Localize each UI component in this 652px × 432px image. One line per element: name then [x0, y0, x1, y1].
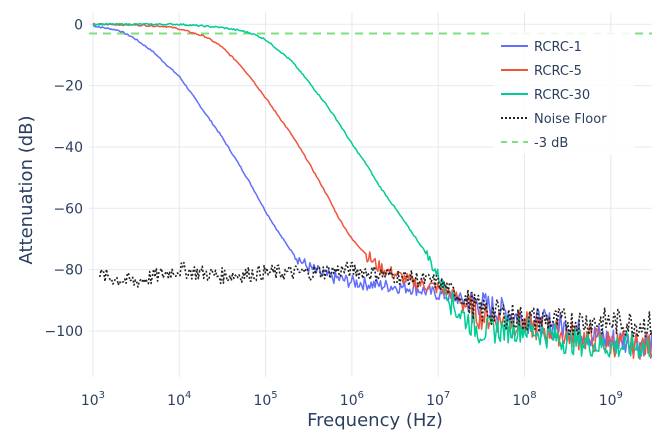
legend-label-rcrc-30: RCRC-30 — [534, 88, 590, 103]
y-tick-label-3: −60 — [53, 201, 83, 217]
legend-label-rcrc-5: RCRC-5 — [534, 64, 582, 79]
x-tick-label-1: 104 — [167, 390, 191, 409]
x-tick-label-4: 107 — [426, 390, 450, 409]
y-tick-label-5: −100 — [45, 324, 83, 340]
series-line-noise-floor — [99, 261, 652, 338]
x-axis-title: Frequency (Hz) — [307, 410, 443, 431]
x-tick-exponent-6: 9 — [617, 390, 623, 401]
x-tick-label-0: 103 — [81, 390, 105, 409]
y-tick-label-4: −80 — [53, 263, 83, 279]
x-tick-exponent-5: 8 — [530, 390, 536, 401]
x-tick-label-2: 105 — [253, 390, 277, 409]
y-tick-labels: 0 −20 −40 −60 −80 −100 — [45, 17, 83, 340]
legend-label-noise-floor: Noise Floor — [534, 112, 607, 127]
series-line-rcrc-30 — [92, 22, 652, 359]
legend-label-rcrc-1: RCRC-1 — [534, 40, 582, 55]
x-tick-label-6: 109 — [599, 390, 623, 409]
y-tick-label-2: −40 — [53, 140, 83, 156]
x-tick-exponent-1: 4 — [185, 390, 191, 401]
x-tick-exponent-2: 5 — [271, 390, 277, 401]
x-tick-label-3: 106 — [340, 390, 364, 409]
y-tick-label-1: −20 — [53, 79, 83, 95]
x-tick-exponent-3: 6 — [358, 390, 364, 401]
legend: RCRC-1 RCRC-5 RCRC-30 Noise Floor -3 dB — [494, 32, 634, 154]
legend-label-3-db: -3 dB — [534, 136, 568, 151]
y-tick-label-0: 0 — [74, 17, 83, 33]
series-line-rcrc-5 — [92, 22, 652, 360]
x-tick-labels: 103 104 105 106 107 108 109 — [81, 390, 623, 409]
x-tick-label-5: 108 — [512, 390, 536, 409]
x-tick-exponent-0: 3 — [99, 390, 105, 401]
x-tick-exponent-4: 7 — [444, 390, 450, 401]
y-axis-title: Attenuation (dB) — [16, 115, 37, 264]
